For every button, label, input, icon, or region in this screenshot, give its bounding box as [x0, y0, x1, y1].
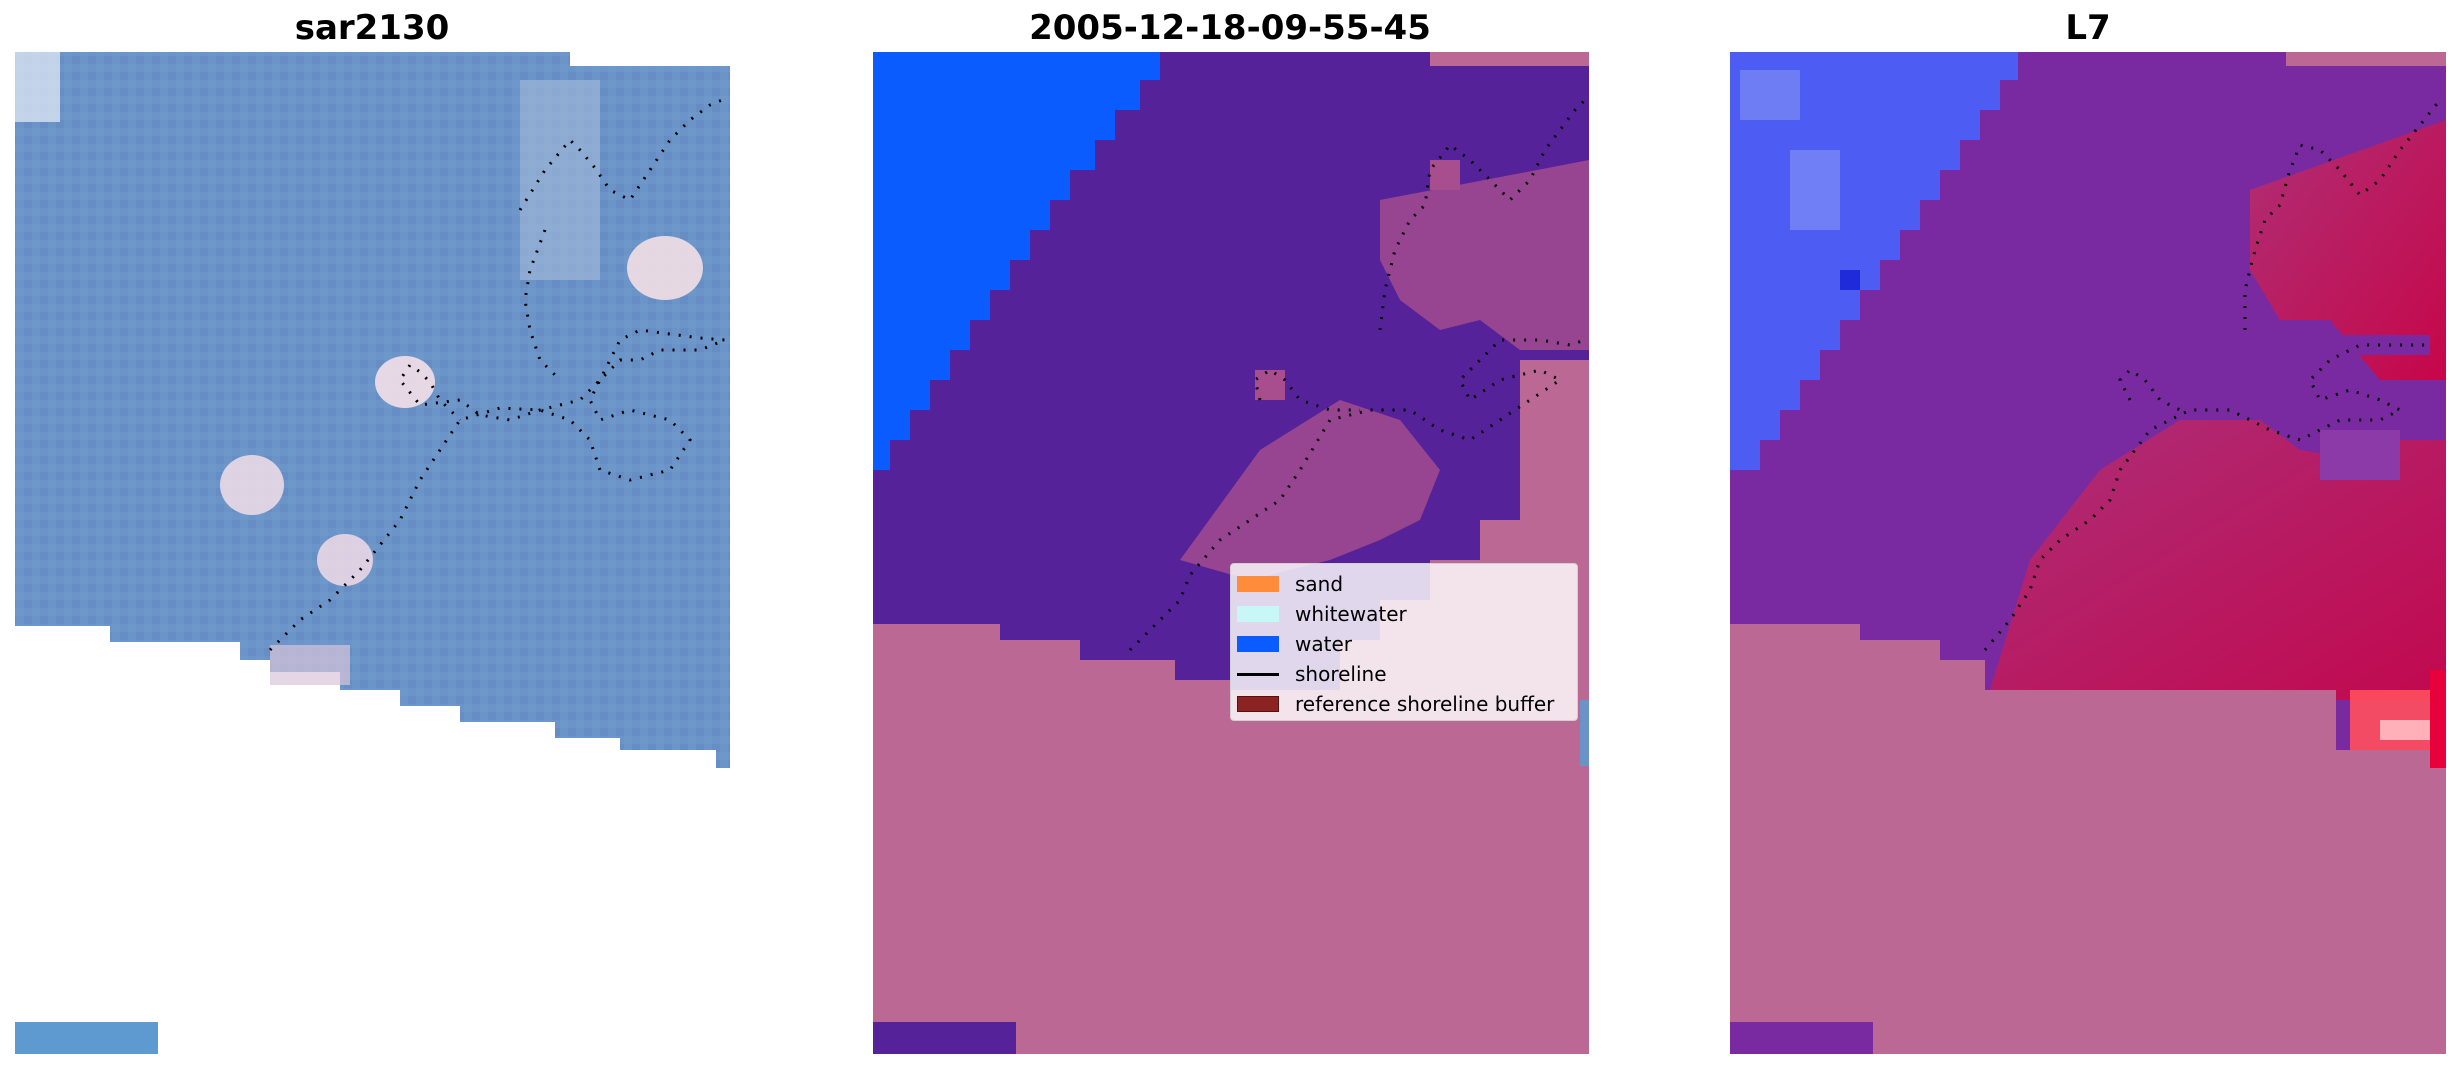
legend-swatch-line [1237, 672, 1279, 676]
panel-title-sar2130: sar2130 [294, 8, 450, 48]
classified-water-region [873, 52, 1160, 470]
bright-patch [375, 356, 435, 408]
bright-patch [317, 534, 373, 586]
classified-nodata-bottom [873, 624, 1480, 1054]
legend-label: water [1295, 632, 1352, 656]
legend-item-water: water [1237, 630, 1352, 658]
legend-label: sand [1295, 572, 1344, 596]
legend-swatch [1237, 636, 1279, 652]
rgb-bottom-strip [15, 1022, 158, 1054]
legend-item-whitewater: whitewater [1237, 600, 1407, 628]
legend-label: reference shoreline buffer [1295, 692, 1555, 716]
legend: sand whitewater water shoreline referenc… [1230, 563, 1578, 721]
legend-swatch [1237, 606, 1279, 622]
bright-patch [627, 236, 703, 300]
l7-bottom-strip [1730, 1022, 1873, 1054]
legend-swatch [1237, 696, 1279, 712]
legend-item-sand: sand [1237, 570, 1343, 598]
classified-bottom-strip [873, 1022, 1016, 1054]
legend-label: shoreline [1295, 662, 1387, 686]
panel-title-l7: L7 [2065, 8, 2111, 48]
l7-nodata-bottom [1730, 624, 2336, 1054]
panel-title-date: 2005-12-18-09-55-45 [1029, 8, 1431, 48]
legend-item-shoreline: shoreline [1237, 660, 1387, 688]
legend-item-reference-shoreline-buffer: reference shoreline buffer [1237, 690, 1554, 718]
legend-swatch [1237, 576, 1279, 592]
bright-patch [220, 455, 284, 515]
legend-label: whitewater [1295, 602, 1407, 626]
